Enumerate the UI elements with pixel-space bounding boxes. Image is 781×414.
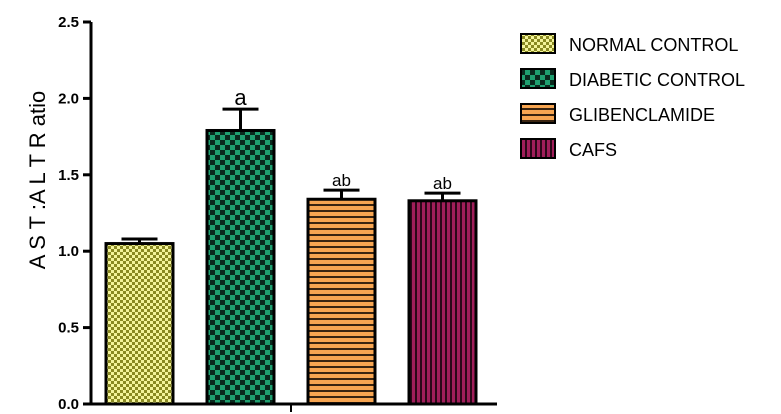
legend-label: DIABETIC CONTROL: [569, 70, 745, 90]
bar-cafs: [407, 199, 478, 406]
y-tick-label: 2.5: [58, 14, 79, 31]
legend-swatch: [520, 103, 556, 124]
bar-normal-control: [104, 242, 175, 406]
legend-label: NORMAL CONTROL: [569, 35, 738, 55]
significance-label: ab: [433, 174, 452, 193]
y-tick-label: 1.5: [58, 167, 79, 184]
y-tick-label: 0.0: [58, 396, 79, 413]
y-tick-label: 2.0: [58, 90, 79, 107]
bars-group: [104, 128, 478, 406]
legend-swatch: [520, 33, 556, 54]
legend-label: GLIBENCLAMIDE: [569, 105, 715, 125]
bar-diabetic-control: [205, 128, 276, 406]
legend-swatch: [520, 138, 556, 159]
legend: NORMAL CONTROL DIABETIC CONTROL GLIBENCLAM…: [520, 33, 745, 160]
y-tick-label: 0.5: [58, 320, 79, 337]
legend-label: CAFS: [569, 140, 617, 160]
significance-label: a: [234, 85, 247, 110]
significance-labels-group: a ab ab: [234, 85, 452, 193]
y-tick-label: 1.0: [58, 243, 79, 260]
y-axis: 0.0 0.5 1.0 1.5 2.0 2.5: [58, 14, 93, 413]
error-bars-group: [121, 107, 461, 244]
significance-label: ab: [332, 171, 351, 190]
bar-glibenclamide: [306, 197, 377, 406]
y-axis-title: A S T :A L T R atio: [25, 91, 50, 270]
legend-swatch: [520, 68, 556, 89]
